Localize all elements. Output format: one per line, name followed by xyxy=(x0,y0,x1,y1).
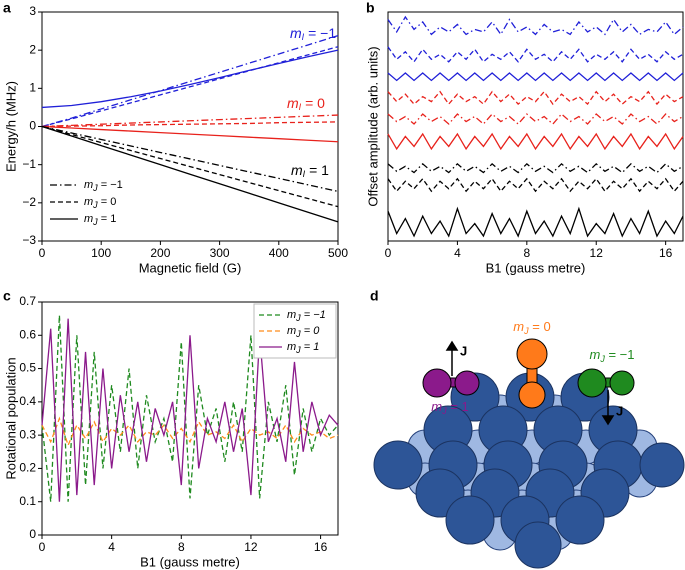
series-line xyxy=(41,114,339,128)
y-tick-label: 0 xyxy=(29,527,36,541)
x-axis-label: Magnetic field (G) xyxy=(139,260,242,275)
panel-letter: c xyxy=(3,288,11,304)
x-tick-label: 0 xyxy=(385,246,392,260)
x-axis-label: B1 (gauss metre) xyxy=(140,554,240,569)
y-tick-label: 0.5 xyxy=(19,361,36,375)
x-tick-label: 400 xyxy=(269,246,289,260)
series-line xyxy=(387,15,684,36)
series-line xyxy=(41,125,339,143)
x-tick-label: 12 xyxy=(590,246,604,260)
diagram-label: mJ = −1 xyxy=(590,347,635,364)
diagram-label: mJ = 1 xyxy=(431,399,468,416)
series-line xyxy=(41,49,339,109)
legend-label: mJ = 0 xyxy=(287,325,320,339)
x-tick-label: 500 xyxy=(328,246,348,260)
x-axis-label: B1 (gauss metre) xyxy=(486,260,586,275)
plot-frame xyxy=(387,11,684,242)
y-tick-label: 0.6 xyxy=(19,327,36,341)
x-tick-label: 8 xyxy=(523,246,530,260)
y-tick-label: 2 xyxy=(29,42,36,56)
x-tick-label: 300 xyxy=(210,246,230,260)
y-tick-label: 0.4 xyxy=(19,394,36,408)
x-tick-label: 0 xyxy=(39,540,46,554)
series-line xyxy=(387,46,684,63)
x-tick-label: 8 xyxy=(178,540,185,554)
y-tick-label: 0.2 xyxy=(19,461,36,475)
y-axis-label: Energy/h (MHz) xyxy=(3,81,18,172)
spin-label: J xyxy=(616,403,623,418)
y-tick-label: 1 xyxy=(29,81,36,95)
panel-letter: a xyxy=(3,0,11,16)
series-line xyxy=(41,125,339,193)
series-line xyxy=(41,318,339,502)
series-line xyxy=(387,162,684,174)
y-tick-label: 0 xyxy=(29,119,36,133)
y-axis-label: Offset amplitude (arb. units) xyxy=(365,46,380,206)
x-tick-label: 12 xyxy=(244,540,258,554)
series-line xyxy=(41,46,339,128)
x-tick-label: 16 xyxy=(314,540,328,554)
legend-label: mJ = −1 xyxy=(84,179,123,193)
annotation: mI = −1 xyxy=(290,25,336,43)
y-tick-label: −2 xyxy=(22,195,36,209)
spin-label: J xyxy=(460,343,467,358)
y-tick-label: 0.7 xyxy=(19,294,36,308)
series-line xyxy=(387,90,684,106)
series-line xyxy=(387,113,684,125)
annotation: mI = 1 xyxy=(291,162,329,180)
series-line xyxy=(387,132,684,151)
x-tick-label: 4 xyxy=(454,246,461,260)
diagram-label: mJ = 0 xyxy=(513,319,550,336)
panel-letter: b xyxy=(366,0,375,16)
legend-label: mJ = 1 xyxy=(84,213,116,227)
legend-label: mJ = −1 xyxy=(287,309,326,323)
series-line xyxy=(41,315,339,502)
surface-diagram: mJ = 0 mJ = −1 mJ = 1 J J xyxy=(373,319,685,569)
legend-label: mJ = 0 xyxy=(84,196,116,210)
x-tick-label: 200 xyxy=(150,246,170,260)
series-line xyxy=(41,35,339,128)
y-tick-label: 0.3 xyxy=(19,427,36,441)
legend-label: mJ = 1 xyxy=(287,341,319,355)
panel-letter: d xyxy=(370,288,379,304)
y-tick-label: −3 xyxy=(22,233,36,247)
y-tick-label: 0.1 xyxy=(19,494,36,508)
series-line xyxy=(41,125,339,223)
series-line xyxy=(387,177,684,193)
series-line xyxy=(41,416,339,447)
x-tick-label: 16 xyxy=(659,246,673,260)
series-line xyxy=(41,125,339,208)
series-line xyxy=(387,72,684,82)
series-line xyxy=(387,206,684,238)
x-tick-label: 100 xyxy=(91,246,111,260)
y-tick-label: 3 xyxy=(29,4,36,18)
x-tick-label: 0 xyxy=(39,246,46,260)
x-tick-label: 4 xyxy=(108,540,115,554)
y-tick-label: −1 xyxy=(22,157,36,171)
annotation: mI = 0 xyxy=(287,95,325,113)
y-axis-label: Rotational population xyxy=(3,357,18,479)
series-line xyxy=(41,121,339,128)
